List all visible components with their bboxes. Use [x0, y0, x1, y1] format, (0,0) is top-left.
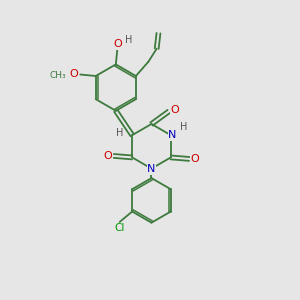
Text: O: O — [103, 151, 112, 161]
Text: N: N — [147, 164, 156, 174]
Text: N: N — [168, 130, 176, 140]
Text: CH₃: CH₃ — [50, 70, 66, 80]
Text: H: H — [124, 35, 132, 45]
Text: O: O — [191, 154, 200, 164]
Text: H: H — [116, 128, 123, 138]
Text: Cl: Cl — [114, 224, 124, 233]
Text: O: O — [69, 69, 78, 79]
Text: H: H — [180, 122, 187, 132]
Text: O: O — [170, 105, 179, 115]
Text: O: O — [113, 39, 122, 49]
